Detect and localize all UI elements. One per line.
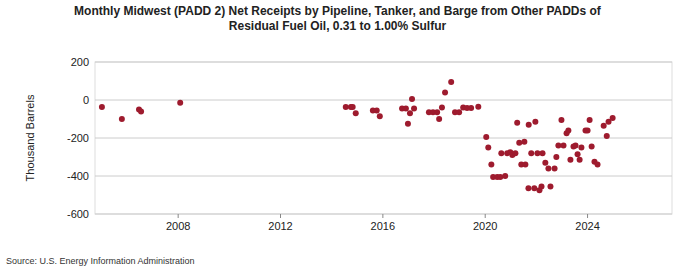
point xyxy=(567,157,573,163)
y-tick-label: 200 xyxy=(71,56,89,68)
point xyxy=(475,104,481,110)
point xyxy=(532,119,538,125)
point xyxy=(485,145,491,151)
grid-line xyxy=(95,176,672,177)
points xyxy=(99,79,616,193)
x-tick xyxy=(485,214,486,218)
point xyxy=(448,79,454,85)
point xyxy=(407,110,413,116)
x-tick-label: 2012 xyxy=(268,220,292,232)
point xyxy=(522,162,528,168)
point xyxy=(558,117,564,123)
y-tick-label: -600 xyxy=(67,208,89,220)
point xyxy=(561,143,567,149)
point xyxy=(521,139,527,145)
x-tick xyxy=(280,214,281,218)
point xyxy=(547,183,553,189)
x-tick-label: 2020 xyxy=(473,220,497,232)
chart: Monthly Midwest (PADD 2) Net Receipts by… xyxy=(0,0,675,275)
point xyxy=(377,113,383,119)
point xyxy=(578,145,584,151)
point xyxy=(575,151,581,157)
point xyxy=(138,108,144,114)
point xyxy=(374,107,380,113)
title: Monthly Midwest (PADD 2) Net Receipts by… xyxy=(74,4,602,18)
x-tick-label: 2016 xyxy=(371,220,395,232)
point xyxy=(502,173,508,179)
point xyxy=(534,150,540,156)
y-tick-label: 0 xyxy=(83,94,89,106)
x-tick xyxy=(178,214,179,218)
point xyxy=(439,105,445,111)
x-tick xyxy=(587,214,588,218)
point xyxy=(514,120,520,126)
point xyxy=(555,143,561,149)
x-tick-label: 2024 xyxy=(575,220,599,232)
grid-line xyxy=(95,214,672,215)
grid-line xyxy=(95,138,672,139)
title: Residual Fuel Oil, 0.31 to 1.00% Sulfur xyxy=(229,19,447,33)
point xyxy=(565,127,571,133)
point xyxy=(545,165,551,171)
point xyxy=(553,154,559,160)
y-tick-label: -200 xyxy=(67,132,89,144)
point xyxy=(483,134,489,140)
point xyxy=(542,160,548,166)
point xyxy=(177,100,183,106)
x-tick-label: 2008 xyxy=(166,220,190,232)
y-axis-label: Thousand Barrels xyxy=(24,94,36,181)
point xyxy=(604,133,610,139)
point xyxy=(488,162,494,168)
point xyxy=(456,109,462,115)
point xyxy=(573,143,579,149)
point xyxy=(353,110,359,116)
point xyxy=(498,150,504,156)
point xyxy=(434,109,440,115)
point xyxy=(411,106,417,112)
point xyxy=(442,89,448,95)
point xyxy=(528,150,534,156)
point xyxy=(601,123,607,129)
point xyxy=(409,96,415,102)
point xyxy=(540,150,546,156)
point xyxy=(595,162,601,168)
point xyxy=(468,105,474,111)
point xyxy=(516,140,522,146)
plot-frame xyxy=(95,62,672,214)
point xyxy=(539,183,545,189)
point xyxy=(343,104,349,110)
grid-line xyxy=(95,62,672,63)
point xyxy=(589,144,595,150)
point xyxy=(436,116,442,122)
point xyxy=(403,106,409,112)
x-tick xyxy=(382,214,383,218)
point xyxy=(552,165,558,171)
point xyxy=(577,157,583,163)
point xyxy=(531,185,537,191)
point xyxy=(405,121,411,127)
point xyxy=(99,104,105,110)
y-tick-label: -400 xyxy=(67,170,89,182)
point xyxy=(525,185,531,191)
point xyxy=(119,116,125,122)
point xyxy=(350,104,356,110)
point xyxy=(587,117,593,123)
point xyxy=(585,127,591,133)
source: Source: U.S. Energy Information Administ… xyxy=(6,256,195,266)
point xyxy=(610,115,616,121)
point xyxy=(512,150,518,156)
point xyxy=(526,122,532,128)
